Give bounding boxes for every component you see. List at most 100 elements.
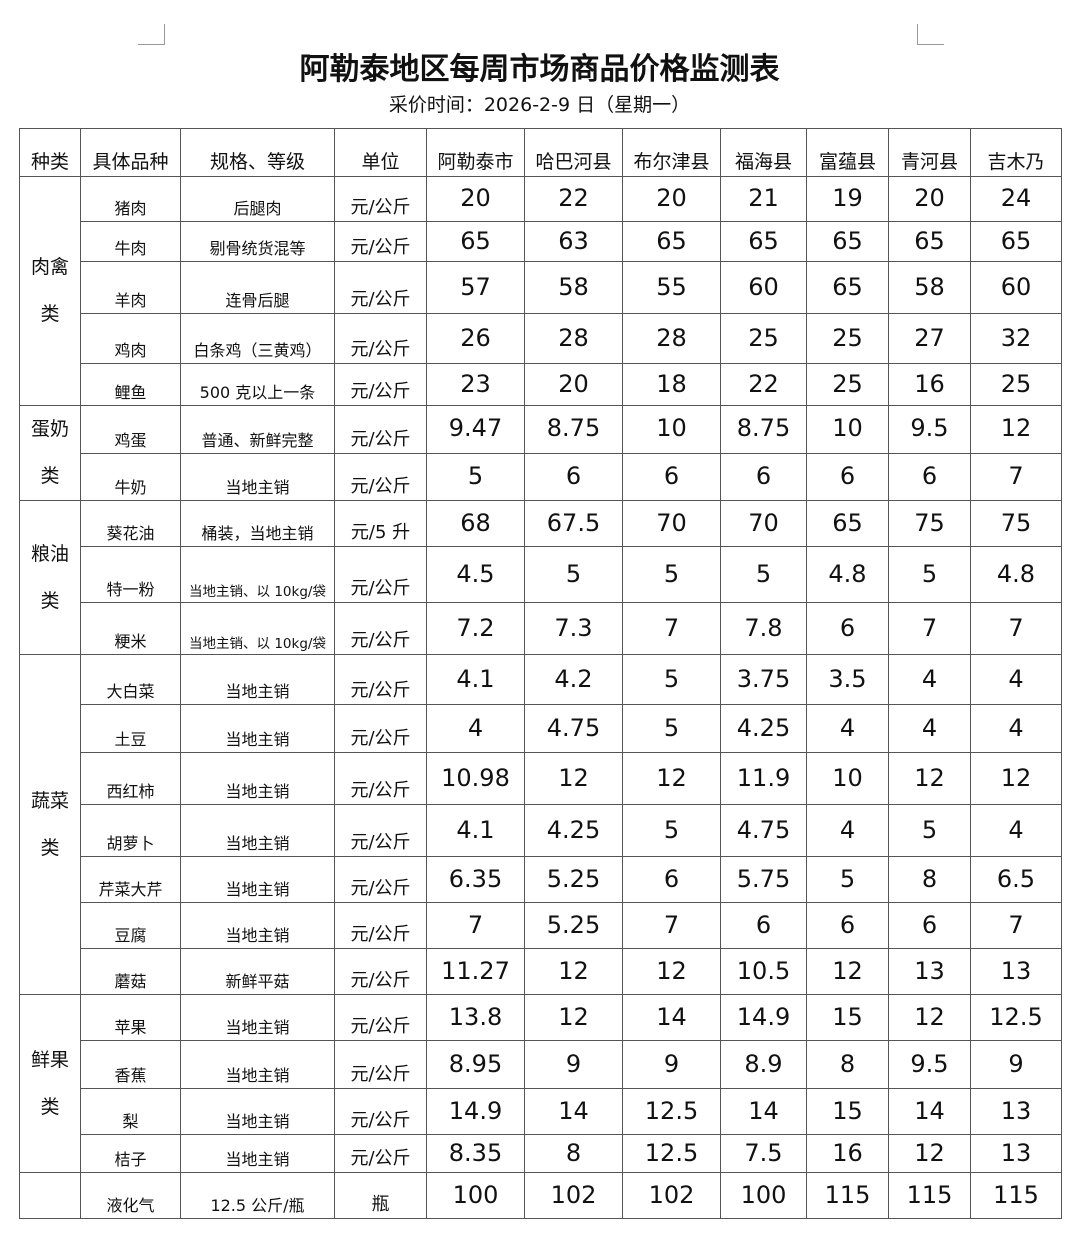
price-cell: 7 — [970, 602, 1062, 655]
table-row: 胡萝卜 当地主销 元/公斤 4.1 4.25 5 4.75 4 5 4 — [20, 804, 1062, 857]
price-cell: 23 — [426, 363, 525, 406]
item-cell: 大白菜 — [80, 654, 181, 705]
spec-cell: 当地主销 — [180, 752, 335, 805]
price-cell: 15 — [806, 1088, 889, 1135]
price-cell: 115 — [970, 1172, 1062, 1219]
unit-cell: 元/公斤 — [334, 221, 427, 262]
item-cell: 牛奶 — [80, 452, 181, 501]
price-cell: 13.8 — [426, 994, 525, 1041]
price-cell: 12 — [524, 752, 623, 805]
table-row: 芹菜大芹 当地主销 元/公斤 6.35 5.25 6 5.75 5 8 6.5 — [20, 856, 1062, 903]
table-row: 蘑菇 新鲜平菇 元/公斤 11.27 12 12 10.5 12 13 13 — [20, 948, 1062, 995]
price-cell: 65 — [806, 500, 889, 547]
item-cell: 桔子 — [80, 1134, 181, 1173]
item-cell: 土豆 — [80, 704, 181, 753]
price-cell: 12 — [970, 405, 1062, 454]
unit-cell: 元/公斤 — [334, 261, 427, 314]
price-cell: 5 — [888, 804, 971, 857]
price-cell: 8.75 — [524, 405, 623, 454]
table-row: 香蕉 当地主销 元/公斤 8.95 9 9 8.9 8 9.5 9 — [20, 1040, 1062, 1089]
spec-cell: 当地主销 — [180, 994, 335, 1041]
price-cell: 25 — [806, 363, 889, 406]
table-row: 蔬菜类 大白菜 当地主销 元/公斤 4.1 4.2 5 3.75 3.5 4 4 — [19, 654, 1062, 995]
price-cell: 9 — [524, 1040, 623, 1089]
spec-cell: 当地主销 — [180, 704, 335, 753]
column-header: 单位 — [334, 128, 427, 177]
price-cell: 8.75 — [720, 405, 807, 454]
price-cell: 10 — [806, 405, 889, 454]
price-cell: 25 — [720, 313, 807, 364]
price-cell: 9 — [970, 1040, 1062, 1089]
price-cell: 7 — [970, 902, 1062, 949]
unit-cell: 元/5 升 — [334, 500, 427, 547]
price-cell: 8 — [806, 1040, 889, 1089]
price-cell: 7 — [888, 602, 971, 655]
spec-cell: 新鲜平菇 — [180, 948, 335, 995]
survey-date: 采价时间：2026-2-9 日（星期一） — [388, 94, 691, 116]
spec-cell: 当地主销 — [180, 1040, 335, 1089]
price-cell: 10.5 — [720, 948, 807, 995]
price-cell: 115 — [806, 1172, 889, 1219]
table-row: 豆腐 当地主销 元/公斤 7 5.25 7 6 6 6 7 — [20, 902, 1062, 949]
item-cell: 鸡蛋 — [80, 405, 181, 454]
unit-cell: 元/公斤 — [334, 704, 427, 753]
price-cell: 9.47 — [426, 405, 525, 454]
price-cell: 4 — [426, 704, 525, 753]
price-cell: 6 — [622, 452, 721, 501]
price-cell: 5.25 — [524, 856, 623, 903]
price-cell: 63 — [524, 221, 623, 262]
price-cell: 20 — [622, 176, 721, 222]
spec-cell: 当地主销、以 10kg/袋 — [180, 546, 335, 603]
price-cell: 22 — [720, 363, 807, 406]
price-cell: 4.1 — [426, 654, 525, 705]
price-cell: 7 — [622, 602, 721, 655]
price-cell: 12.5 — [970, 994, 1062, 1041]
item-cell: 葵花油 — [80, 500, 181, 547]
item-cell: 鲤鱼 — [80, 363, 181, 406]
price-cell: 5.25 — [524, 902, 623, 949]
price-cell: 4 — [806, 804, 889, 857]
unit-cell: 元/公斤 — [334, 948, 427, 995]
price-cell: 20 — [524, 363, 623, 406]
price-cell: 11.27 — [426, 948, 525, 995]
table-row: 鲤鱼 500 克以上一条 元/公斤 23 20 18 22 25 16 25 — [20, 363, 1062, 406]
price-cell: 60 — [720, 261, 807, 314]
price-cell: 8 — [888, 856, 971, 903]
price-cell: 55 — [622, 261, 721, 314]
item-cell: 香蕉 — [80, 1040, 181, 1089]
price-cell: 5 — [720, 546, 807, 603]
item-cell: 牛肉 — [80, 221, 181, 262]
price-cell: 12 — [524, 948, 623, 995]
price-cell: 12 — [524, 994, 623, 1041]
spec-cell: 桶装，当地主销 — [180, 500, 335, 547]
unit-cell: 元/公斤 — [334, 452, 427, 501]
price-cell: 5.75 — [720, 856, 807, 903]
price-cell: 16 — [888, 363, 971, 406]
price-cell: 67.5 — [524, 500, 623, 547]
spec-cell: 当地主销 — [180, 654, 335, 705]
price-cell: 6 — [720, 902, 807, 949]
table-row: 粮油类 葵花油 桶装，当地主销 元/5 升 68 67.5 70 70 65 75 75 — [19, 500, 1062, 655]
table-row: 鲜果类 苹果 当地主销 元/公斤 13.8 12 14 14.9 15 12 12.5 — [19, 994, 1062, 1173]
price-cell: 4.75 — [720, 804, 807, 857]
price-cell: 16 — [806, 1134, 889, 1173]
table-row: 肉禽类 猪肉 后腿肉 元/公斤 20 22 20 21 19 20 24 — [19, 176, 1062, 406]
price-cell: 6 — [806, 602, 889, 655]
price-cell: 75 — [888, 500, 971, 547]
price-cell: 28 — [622, 313, 721, 364]
price-cell: 12 — [622, 752, 721, 805]
price-cell: 26 — [426, 313, 525, 364]
price-cell: 14 — [622, 994, 721, 1041]
spec-cell: 白条鸡（三黄鸡） — [180, 313, 335, 364]
price-cell: 4 — [806, 704, 889, 753]
column-header: 吉木乃 — [970, 128, 1062, 177]
price-cell: 14.9 — [720, 994, 807, 1041]
price-cell: 4 — [970, 654, 1062, 705]
price-cell: 25 — [806, 313, 889, 364]
item-cell: 芹菜大芹 — [80, 856, 181, 903]
price-cell: 58 — [524, 261, 623, 314]
unit-cell: 元/公斤 — [334, 654, 427, 705]
price-cell: 7 — [622, 902, 721, 949]
price-cell: 10 — [622, 405, 721, 454]
price-cell: 19 — [806, 176, 889, 222]
